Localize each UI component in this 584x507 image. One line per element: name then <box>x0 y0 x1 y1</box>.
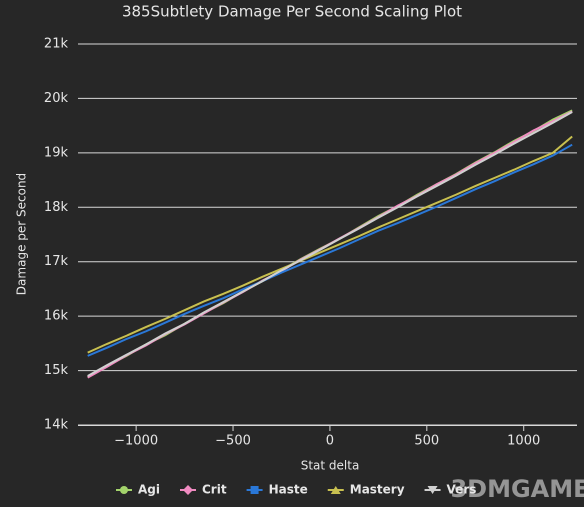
legend-label[interactable]: Agi <box>138 483 160 497</box>
legend-label[interactable]: Crit <box>202 483 227 497</box>
y-tick-label: 16k <box>44 309 69 324</box>
x-tick-label: 0 <box>326 434 334 449</box>
legend-marker <box>183 485 193 495</box>
legend-label[interactable]: Mastery <box>350 483 405 497</box>
x-tick-label: 1000 <box>507 434 540 449</box>
legend-marker <box>250 486 259 494</box>
y-tick-label: 18k <box>44 200 69 215</box>
x-tick-label: 500 <box>414 434 439 449</box>
legend-label[interactable]: Haste <box>269 483 308 497</box>
legend-label[interactable]: Vers <box>447 483 477 497</box>
y-tick-label: 17k <box>44 254 69 269</box>
x-tick-label: −1000 <box>114 434 158 449</box>
y-tick-label: 19k <box>44 145 69 160</box>
x-tick-label: −500 <box>215 434 251 449</box>
y-tick-label: 14k <box>44 418 69 433</box>
y-tick-label: 15k <box>44 363 69 378</box>
watermark: 3DMGAME <box>450 475 584 503</box>
legend-marker <box>427 486 438 494</box>
legend-marker <box>120 486 128 494</box>
legend-marker <box>330 486 341 494</box>
series-line <box>87 135 573 354</box>
series-line <box>87 111 573 377</box>
chart-title: 385Subtlety Damage Per Second Scaling Pl… <box>122 3 462 21</box>
y-axis-label: Damage per Second <box>15 173 29 295</box>
x-axis-label: Stat delta <box>301 459 360 473</box>
y-tick-label: 21k <box>44 37 69 52</box>
y-tick-label: 20k <box>44 91 69 106</box>
series-line <box>87 143 573 357</box>
